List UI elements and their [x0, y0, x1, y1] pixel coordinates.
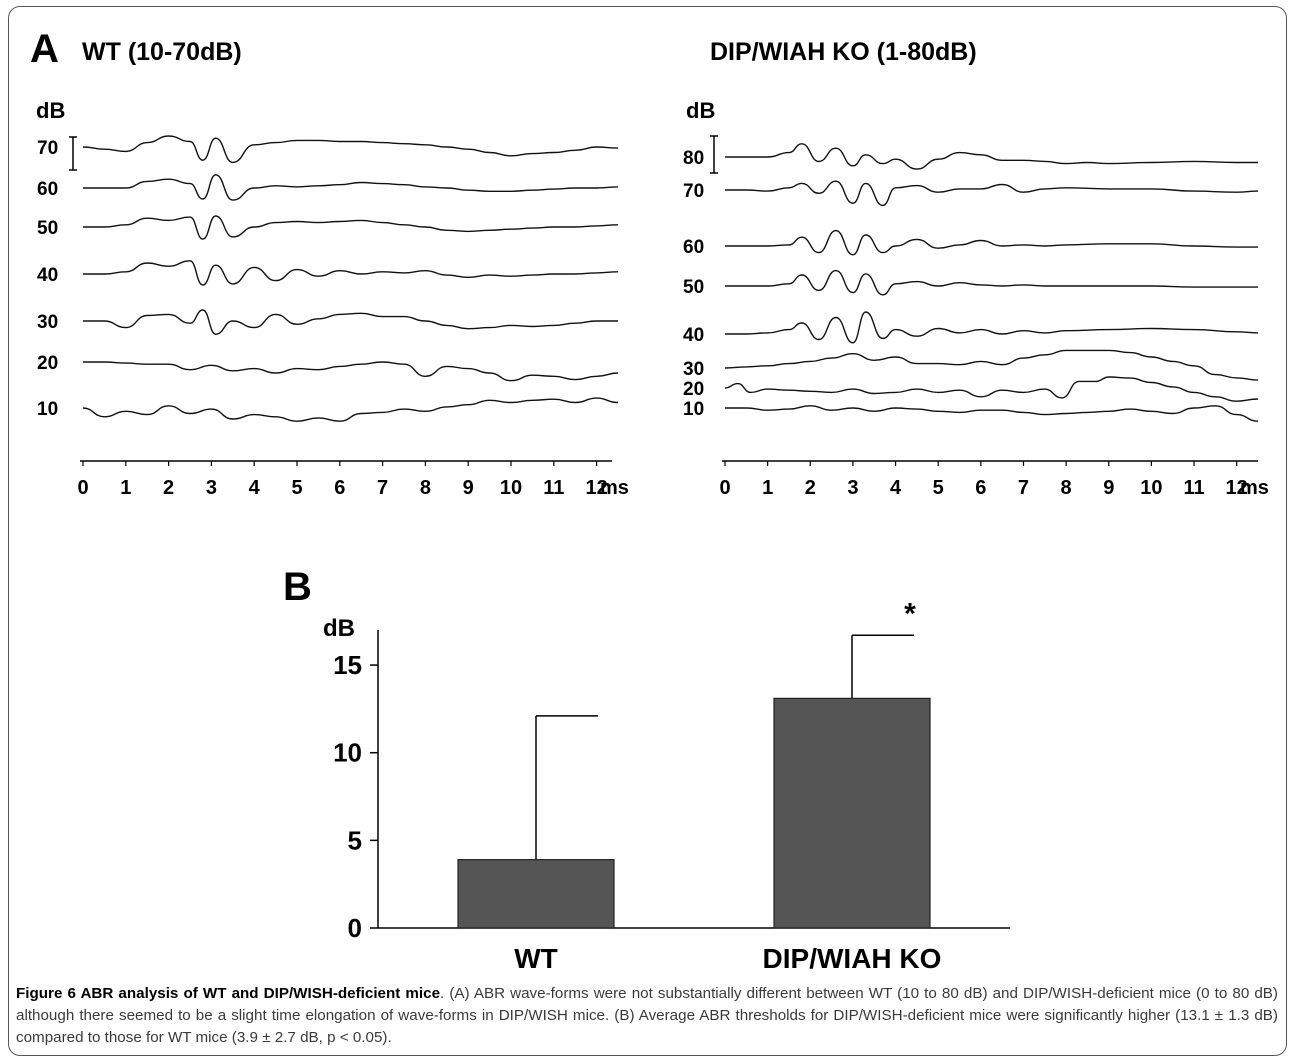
ko-trace-50db — [724, 269, 1258, 296]
ko-x-tick-label-11: 11 — [1183, 477, 1204, 499]
wt-x-tick-label-10: 10 — [500, 477, 522, 499]
bar-y-tick-label-10: 10 — [333, 738, 362, 768]
ko-x-unit: ms — [1240, 477, 1269, 499]
bar-y-tick-label-5: 5 — [348, 825, 362, 855]
ko-x-tick-label-10: 10 — [1140, 477, 1162, 499]
wt-trace-60db — [83, 174, 619, 201]
ko-panel-title: DIP/WIAH KO (1-80dB) — [710, 38, 977, 66]
wt-trace-label-10db: 10 — [37, 399, 58, 420]
ko-x-tick-label-3: 3 — [847, 477, 858, 499]
bar-y-tick-label-15: 15 — [333, 650, 362, 680]
bar-wt — [457, 859, 615, 929]
bar-significance-dip-wiah-ko: * — [904, 597, 916, 630]
wt-x-tick-label-12: 12 — [585, 477, 607, 499]
wt-x-tick-label-4: 4 — [249, 477, 261, 499]
ko-x-tick-label-8: 8 — [1061, 477, 1072, 499]
ko-trace-label-40db: 40 — [683, 325, 704, 346]
wt-x-tick-label-5: 5 — [291, 477, 302, 499]
ko-trace-label-30db: 30 — [683, 359, 704, 380]
wt-panel-title: WT (10-70dB) — [82, 38, 242, 66]
wt-ylabel: dB — [36, 98, 65, 123]
wt-x-unit: ms — [600, 477, 629, 499]
wt-traces — [82, 135, 619, 422]
wt-x-tick-label-7: 7 — [377, 477, 388, 499]
caption-title: Figure 6 ABR analysis of WT and DIP/WISH… — [16, 985, 441, 1002]
ko-trace-label-80db: 80 — [683, 148, 704, 169]
wt-trace-30db — [83, 309, 618, 335]
wt-x-tick-label-2: 2 — [163, 477, 174, 499]
wt-trace-10db — [82, 397, 619, 422]
ko-ylabel: dB — [686, 98, 715, 123]
bar-dip-wiah-ko — [773, 697, 931, 929]
wt-x-tick-label-11: 11 — [543, 477, 564, 499]
ko-traces — [724, 143, 1259, 422]
bar-chart: 0 5 10 15 WT DIP/WIAH KO * — [333, 597, 1010, 974]
wt-trace-labels: 70 60 50 40 30 20 10 — [37, 138, 58, 420]
ko-x-tick-label-7: 7 — [1018, 477, 1029, 499]
ko-trace-label-10db: 10 — [683, 399, 704, 420]
ko-x-tick-label-12: 12 — [1226, 477, 1248, 499]
bar-ylabel: dB — [323, 615, 355, 642]
panel-b-letter: B — [283, 565, 312, 609]
wt-trace-70db — [82, 135, 619, 164]
wt-trace-label-40db: 40 — [37, 265, 58, 286]
ko-x-tick-label-1: 1 — [762, 477, 773, 499]
bar-category-label-wt: WT — [514, 943, 558, 974]
panel-a-letter: A — [30, 27, 59, 71]
ko-trace-label-50db: 50 — [683, 277, 704, 298]
ko-x-tick-label-9: 9 — [1103, 477, 1114, 499]
figure-caption: Figure 6 ABR analysis of WT and DIP/WISH… — [16, 983, 1278, 1049]
wt-x-tick-label-6: 6 — [334, 477, 345, 499]
wt-trace-label-50db: 50 — [37, 218, 58, 239]
bar-y-tick-label-0: 0 — [348, 913, 362, 943]
wt-x-tick-label-8: 8 — [420, 477, 431, 499]
ko-trace-30db — [724, 349, 1259, 381]
bar-category-label-dip-wiah-ko: DIP/WIAH KO — [763, 943, 942, 974]
ko-x-tick-label-0: 0 — [719, 477, 730, 499]
wt-x-tick-label-1: 1 — [120, 477, 131, 499]
ko-x-tick-label-4: 4 — [890, 477, 902, 499]
wt-trace-label-20db: 20 — [37, 353, 58, 374]
caption-text: . (A) ABR wave-forms were not substantia… — [16, 985, 1278, 1046]
ko-trace-20db — [724, 376, 1259, 402]
wt-trace-40db — [82, 260, 619, 286]
ko-x-tick-label-6: 6 — [975, 477, 986, 499]
ko-trace-70db — [724, 180, 1259, 207]
ko-x-tick-label-5: 5 — [933, 477, 944, 499]
figure-frame — [8, 6, 1287, 1056]
ko-x-tick-label-2: 2 — [805, 477, 816, 499]
wt-x-tick-label-9: 9 — [463, 477, 474, 499]
wt-trace-20db — [82, 361, 619, 382]
wt-trace-label-70db: 70 — [37, 138, 58, 159]
ko-x-ticks: 0 1 2 3 4 5 6 7 8 9 10 11 12 — [719, 461, 1248, 499]
wt-x-tick-label-3: 3 — [206, 477, 217, 499]
wt-trace-label-60db: 60 — [37, 179, 58, 200]
ko-trace-60db — [724, 229, 1258, 256]
ko-trace-80db — [725, 143, 1258, 170]
wt-trace-50db — [82, 215, 619, 240]
wt-x-ticks: 0 1 2 3 4 5 6 7 8 9 10 11 12 — [77, 461, 608, 499]
wt-x-tick-label-0: 0 — [77, 477, 88, 499]
ko-trace-10db — [725, 405, 1259, 422]
ko-trace-label-70db: 70 — [683, 181, 704, 202]
ko-trace-label-60db: 60 — [683, 237, 704, 258]
ko-trace-40db — [725, 311, 1259, 344]
ko-trace-label-20db: 20 — [683, 379, 704, 400]
wt-trace-label-30db: 30 — [37, 312, 58, 333]
